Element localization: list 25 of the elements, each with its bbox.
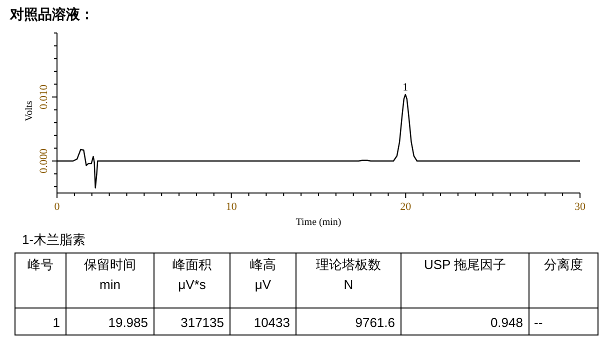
- text: 1-木兰脂素: [22, 232, 86, 247]
- text: 保留时间 min: [84, 257, 136, 292]
- chart-title: 对照品溶液：: [9, 6, 94, 23]
- x-tick-label: 10: [226, 201, 238, 213]
- text: 峰面积 μV*s: [172, 257, 212, 292]
- x-tick-label: 0: [54, 201, 60, 213]
- text: 理论塔板数 N: [316, 257, 381, 292]
- text: USP 拖尾因子: [424, 257, 506, 272]
- text: 9761.6: [355, 315, 395, 330]
- text: 19.985: [108, 315, 148, 330]
- text: 0.948: [490, 315, 523, 330]
- y-tick-label: 0.000: [38, 148, 50, 174]
- annotation: 1: [402, 81, 408, 94]
- text: 分离度: [544, 257, 583, 272]
- text: 1: [52, 315, 60, 330]
- text: 峰号: [28, 257, 54, 272]
- x-tick-label: 30: [574, 201, 586, 213]
- text: 317135: [180, 315, 224, 330]
- text: 峰高 μV: [250, 257, 276, 292]
- y-tick-label: 0.010: [38, 84, 50, 110]
- x-axis-title: Time (min): [296, 217, 342, 228]
- text: --: [534, 315, 543, 330]
- y-axis-title: Volts: [24, 100, 35, 122]
- text: 10433: [254, 315, 290, 330]
- x-tick-label: 20: [400, 201, 412, 213]
